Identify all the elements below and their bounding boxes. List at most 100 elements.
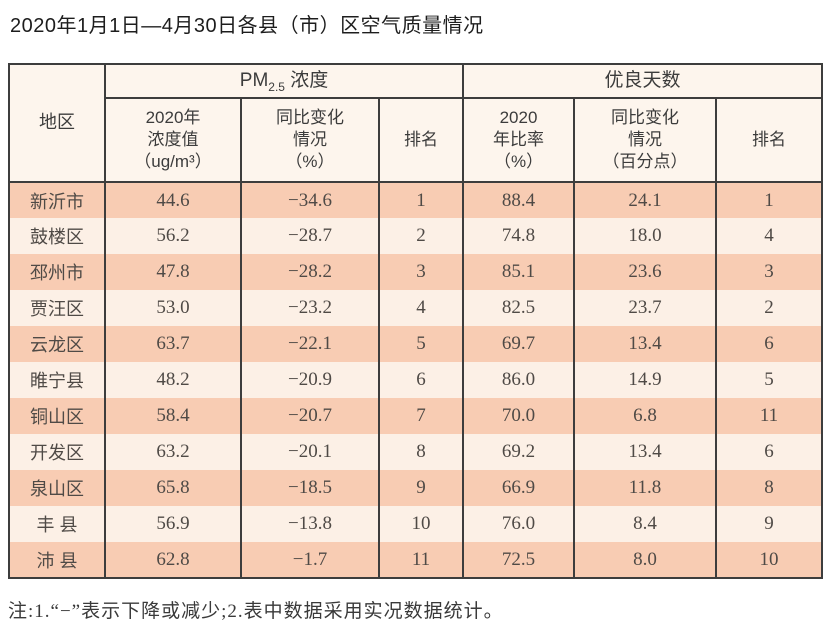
table-row: 云龙区 63.7 −22.1 5 69.7 13.4 6	[8, 326, 824, 362]
cell-good-rate: 76.0	[462, 506, 576, 542]
cell-region: 邳州市	[8, 254, 106, 290]
cell-good-rank: 3	[715, 254, 824, 290]
cell-pm-rank: 7	[377, 398, 465, 434]
cell-good-change: 18.0	[573, 218, 718, 254]
cell-good-rate: 72.5	[462, 542, 576, 578]
air-quality-table: 地区 PM2.5 浓度 优良天数 2020年 浓度值 （ug/m³） 同比变化 …	[8, 63, 824, 579]
cell-pm-rank: 2	[377, 218, 465, 254]
cell-pm-rank: 9	[377, 470, 465, 506]
cell-pm-change: −34.6	[240, 182, 380, 218]
table-row: 新沂市 44.6 −34.6 1 88.4 24.1 1	[8, 182, 824, 218]
cell-good-rate: 74.8	[462, 218, 576, 254]
col-group-pm25: PM2.5 浓度	[103, 64, 465, 99]
col-header-pm-change: 同比变化 情况 （%）	[240, 98, 380, 183]
cell-pm-rank: 4	[377, 290, 465, 326]
cell-good-rank: 8	[715, 470, 824, 506]
col-header-pm-value: 2020年 浓度值 （ug/m³）	[104, 98, 242, 183]
cell-good-rate: 70.0	[462, 398, 576, 434]
cell-good-rank: 10	[715, 542, 824, 578]
cell-good-change: 11.8	[573, 470, 718, 506]
cell-region: 沛 县	[8, 542, 106, 578]
header-sub-row: 2020年 浓度值 （ug/m³） 同比变化 情况 （%） 排名 2020 年比…	[9, 98, 824, 183]
cell-pm-change: −20.1	[240, 434, 380, 470]
cell-good-rate: 86.0	[462, 362, 576, 398]
col-header-good-rank: 排名	[715, 98, 824, 183]
pm25-label: PM2.5 浓度	[239, 69, 329, 94]
cell-pm-change: −18.5	[240, 470, 380, 506]
cell-pm-value: 53.0	[104, 290, 242, 326]
cell-pm-change: −13.8	[240, 506, 380, 542]
table-header: 地区 PM2.5 浓度 优良天数 2020年 浓度值 （ug/m³） 同比变化 …	[8, 64, 824, 183]
cell-good-change: 14.9	[573, 362, 718, 398]
cell-pm-rank: 5	[377, 326, 465, 362]
cell-good-rate: 88.4	[462, 182, 576, 218]
cell-pm-change: −20.7	[240, 398, 380, 434]
cell-region: 贾汪区	[8, 290, 106, 326]
col-header-good-rate: 2020 年比率 （%）	[462, 98, 576, 183]
table-row: 铜山区 58.4 −20.7 7 70.0 6.8 11	[8, 398, 824, 434]
cell-pm-value: 65.8	[104, 470, 242, 506]
cell-pm-rank: 1	[377, 182, 465, 218]
cell-pm-change: −28.7	[240, 218, 380, 254]
cell-good-rank: 11	[715, 398, 824, 434]
cell-pm-value: 63.2	[104, 434, 242, 470]
cell-pm-change: −22.1	[240, 326, 380, 362]
table-row: 沛 县 62.8 −1.7 11 72.5 8.0 10	[8, 542, 824, 578]
cell-good-change: 8.4	[573, 506, 718, 542]
cell-region: 开发区	[8, 434, 106, 470]
cell-good-change: 8.0	[573, 542, 718, 578]
table-row: 睢宁县 48.2 −20.9 6 86.0 14.9 5	[8, 362, 824, 398]
footnote: 注:1.“−”表示下降或减少;2.表中数据采用实况数据统计。	[8, 601, 504, 622]
cell-good-rank: 2	[715, 290, 824, 326]
cell-good-rate: 69.7	[462, 326, 576, 362]
cell-good-rank: 4	[715, 218, 824, 254]
cell-pm-rank: 8	[377, 434, 465, 470]
cell-region: 云龙区	[8, 326, 106, 362]
cell-good-change: 6.8	[573, 398, 718, 434]
cell-pm-value: 63.7	[104, 326, 242, 362]
cell-region: 鼓楼区	[8, 218, 106, 254]
cell-pm-value: 48.2	[104, 362, 242, 398]
cell-pm-change: −20.9	[240, 362, 380, 398]
cell-region: 铜山区	[8, 398, 106, 434]
cell-pm-rank: 6	[377, 362, 465, 398]
cell-good-change: 24.1	[573, 182, 718, 218]
cell-pm-value: 56.9	[104, 506, 242, 542]
col-header-good-change: 同比变化 情况 （百分点）	[573, 98, 718, 183]
cell-region: 新沂市	[8, 182, 106, 218]
cell-pm-value: 47.8	[104, 254, 242, 290]
cell-pm-change: −1.7	[240, 542, 380, 578]
table-row: 开发区 63.2 −20.1 8 69.2 13.4 6	[8, 434, 824, 470]
cell-good-rate: 69.2	[462, 434, 576, 470]
cell-good-change: 13.4	[573, 434, 718, 470]
cell-pm-change: −23.2	[240, 290, 380, 326]
cell-good-change: 23.7	[573, 290, 718, 326]
cell-good-rate: 82.5	[462, 290, 576, 326]
cell-good-rank: 6	[715, 434, 824, 470]
cell-pm-change: −28.2	[240, 254, 380, 290]
table-row: 丰 县 56.9 −13.8 10 76.0 8.4 9	[8, 506, 824, 542]
cell-good-rank: 9	[715, 506, 824, 542]
cell-good-rate: 85.1	[462, 254, 576, 290]
header-group-row: 地区 PM2.5 浓度 优良天数	[8, 64, 824, 183]
cell-good-rate: 66.9	[462, 470, 576, 506]
cell-good-rank: 1	[715, 182, 824, 218]
cell-pm-value: 44.6	[104, 182, 242, 218]
cell-pm-rank: 10	[377, 506, 465, 542]
page-title: 2020年1月1日—4月30日各县（市）区空气质量情况	[10, 15, 484, 37]
cell-pm-value: 62.8	[104, 542, 242, 578]
col-header-pm-rank: 排名	[377, 98, 465, 183]
cell-good-change: 13.4	[573, 326, 718, 362]
table-row: 贾汪区 53.0 −23.2 4 82.5 23.7 2	[8, 290, 824, 326]
cell-region: 泉山区	[8, 470, 106, 506]
col-header-region: 地区	[8, 64, 106, 183]
table-body: 新沂市 44.6 −34.6 1 88.4 24.1 1 鼓楼区 56.2 −28.7 2 74.8 1…	[8, 182, 824, 578]
table-row: 鼓楼区 56.2 −28.7 2 74.8 18.0 4	[8, 218, 824, 254]
cell-good-rank: 5	[715, 362, 824, 398]
cell-pm-rank: 3	[377, 254, 465, 290]
cell-good-change: 23.6	[573, 254, 718, 290]
cell-region: 丰 县	[8, 506, 106, 542]
pm25-subscript: 2.5	[268, 79, 285, 94]
table-row: 泉山区 65.8 −18.5 9 66.9 11.8 8	[8, 470, 824, 506]
